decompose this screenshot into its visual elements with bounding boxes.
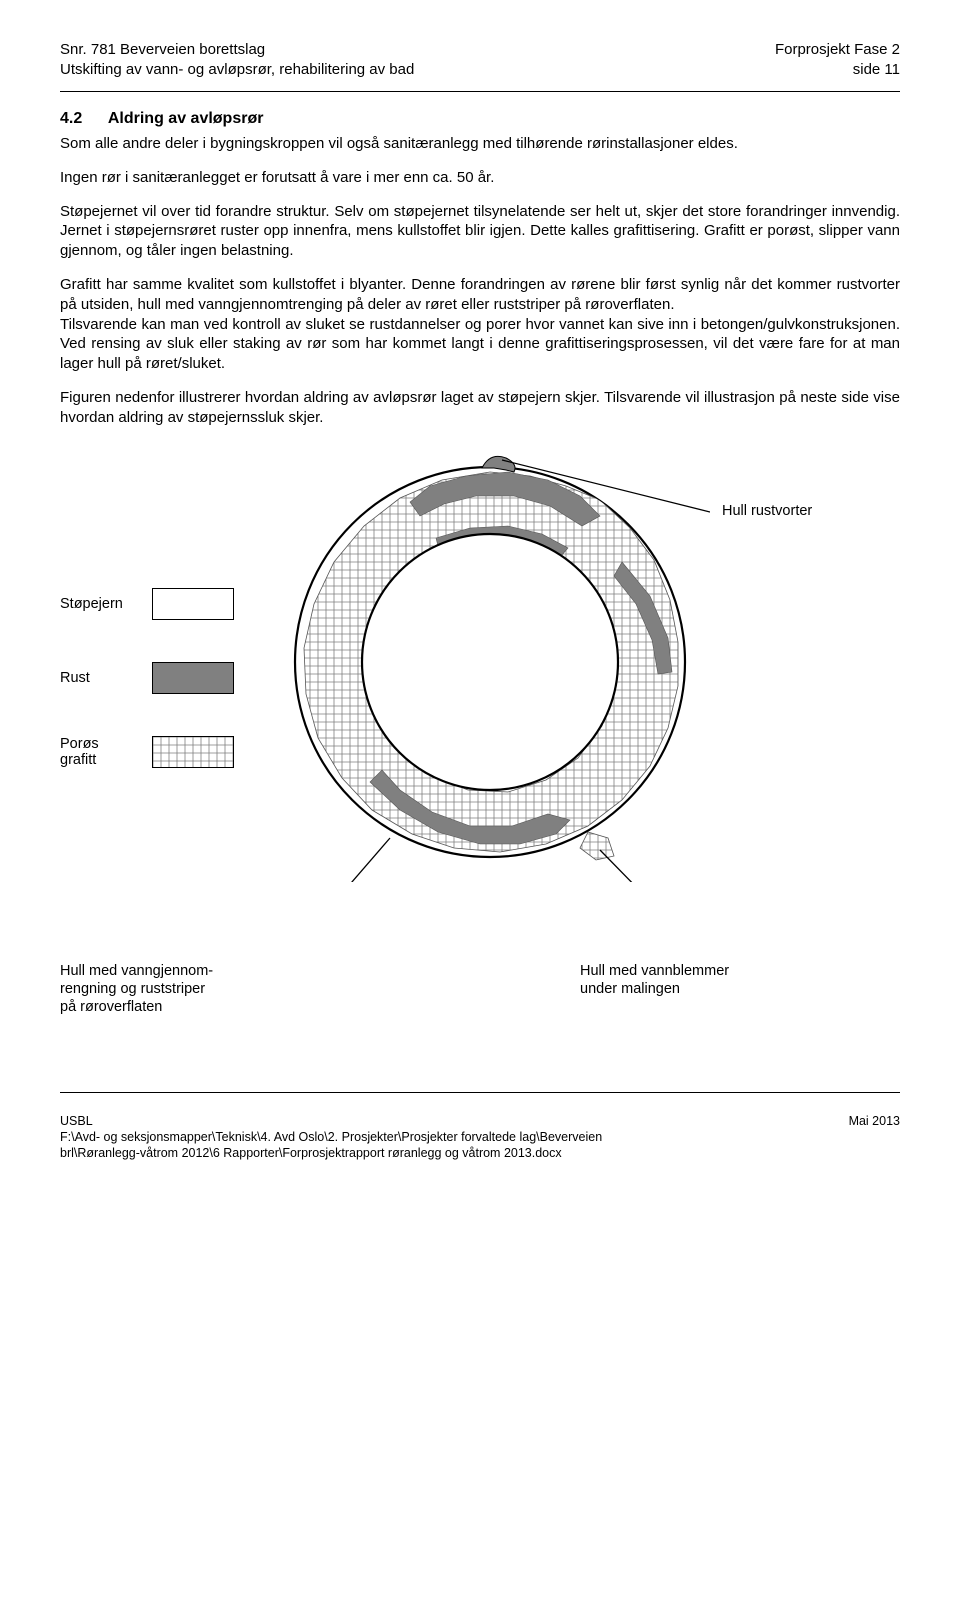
paragraph-6: Figuren nedenfor illustrerer hvordan ald… <box>60 388 900 428</box>
footer-path: F:\Avd- og seksjonsmapper\Teknisk\4. Avd… <box>60 1129 660 1162</box>
section-number: 4.2 <box>60 110 104 128</box>
legend-row-grafitt: Porøs grafitt <box>60 736 234 768</box>
paragraph-5: Tilsvarende kan man ved kontroll av sluk… <box>60 315 900 374</box>
pipe-cross-section-svg <box>270 442 710 882</box>
legend-row-castiron: Støpejern <box>60 588 234 620</box>
paragraph-3: Støpejernet vil over tid forandre strukt… <box>60 202 900 261</box>
paragraph-1: Som alle andre deler i bygningskroppen v… <box>60 134 900 154</box>
callout-bottom-right: Hull med vannblemmer under malingen <box>580 962 729 998</box>
legend-row-rust: Rust <box>60 662 234 694</box>
section-heading: 4.2 Aldring av avløpsrør <box>60 110 900 128</box>
paragraph-4: Grafitt har samme kvalitet som kullstoff… <box>60 275 900 315</box>
legend-swatch-castiron <box>152 588 234 620</box>
legend-swatch-grafitt <box>152 736 234 768</box>
callout-rustvorter: Hull rustvorter <box>722 502 812 520</box>
header-right-line2: side 11 <box>775 60 900 80</box>
footer-org: USBL <box>60 1113 660 1129</box>
callout-bottom-left: Hull med vanngjennom- rengning og rustst… <box>60 962 213 1016</box>
paragraph-2: Ingen rør i sanitæranlegget er forutsatt… <box>60 168 900 188</box>
header-right-line1: Forprosjekt Fase 2 <box>775 40 900 60</box>
header-left-line2: Utskifting av vann- og avløpsrør, rehabi… <box>60 60 414 80</box>
footer-divider <box>60 1092 900 1093</box>
section-title-text: Aldring av avløpsrør <box>108 110 264 127</box>
legend-label-grafitt: Porøs grafitt <box>60 736 130 768</box>
page-footer: USBL F:\Avd- og seksjonsmapper\Teknisk\4… <box>60 1113 900 1162</box>
header-divider <box>60 91 900 92</box>
legend-swatch-rust <box>152 662 234 694</box>
legend-label-castiron: Støpejern <box>60 596 130 612</box>
legend-label-rust: Rust <box>60 670 130 686</box>
pipe-aging-figure: Hull rustvorter Støpejern Rust Porøs gra… <box>60 442 900 1062</box>
header-left-line1: Snr. 781 Beverveien borettslag <box>60 40 414 60</box>
page-header: Snr. 781 Beverveien borettslag Utskiftin… <box>60 40 900 79</box>
footer-date: Mai 2013 <box>849 1113 900 1162</box>
